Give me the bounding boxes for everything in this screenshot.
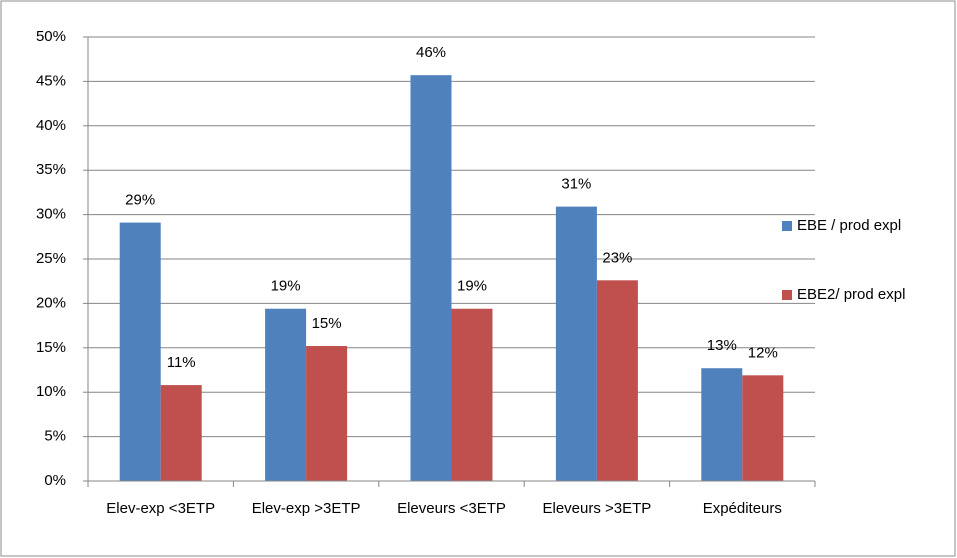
bar xyxy=(410,75,452,482)
legend-swatch xyxy=(782,221,792,231)
y-tick-label: 50% xyxy=(36,28,66,45)
x-tick-label: Eleveurs <3ETP xyxy=(397,500,506,517)
y-tick-label: 40% xyxy=(36,117,66,134)
y-tick-label: 20% xyxy=(36,294,66,311)
legend-label: EBE / prod expl xyxy=(797,217,901,234)
data-label: 19% xyxy=(271,278,301,295)
bar xyxy=(451,308,493,481)
bar xyxy=(306,346,348,481)
x-tick-label: Elev-exp >3ETP xyxy=(252,500,361,517)
data-label: 12% xyxy=(748,344,778,361)
bar xyxy=(742,375,784,481)
data-label: 11% xyxy=(167,354,196,371)
bar xyxy=(265,308,307,481)
data-label: 23% xyxy=(602,249,632,266)
bar xyxy=(160,385,202,481)
bar xyxy=(596,280,638,481)
data-label: 29% xyxy=(125,192,155,209)
y-tick-label: 35% xyxy=(36,161,66,178)
y-tick-label: 0% xyxy=(44,472,66,489)
y-tick-label: 10% xyxy=(36,383,66,400)
data-label: 13% xyxy=(707,337,737,354)
y-tick-label: 15% xyxy=(36,339,66,356)
x-tick-label: Elev-exp <3ETP xyxy=(106,500,215,517)
x-tick-label: Expéditeurs xyxy=(703,500,782,517)
data-label: 19% xyxy=(457,278,487,295)
bar xyxy=(701,368,743,481)
legend-label: EBE2/ prod expl xyxy=(797,286,905,303)
y-tick-label: 30% xyxy=(36,206,66,223)
bar xyxy=(555,206,597,481)
data-label: 15% xyxy=(312,315,342,332)
y-tick-label: 45% xyxy=(36,72,66,89)
x-tick-label: Eleveurs >3ETP xyxy=(542,500,651,517)
bar xyxy=(119,222,161,482)
y-tick-label: 25% xyxy=(36,250,66,267)
data-label: 46% xyxy=(416,44,446,61)
data-label: 31% xyxy=(561,176,591,193)
legend-swatch xyxy=(782,290,792,300)
y-tick-label: 5% xyxy=(44,428,66,445)
